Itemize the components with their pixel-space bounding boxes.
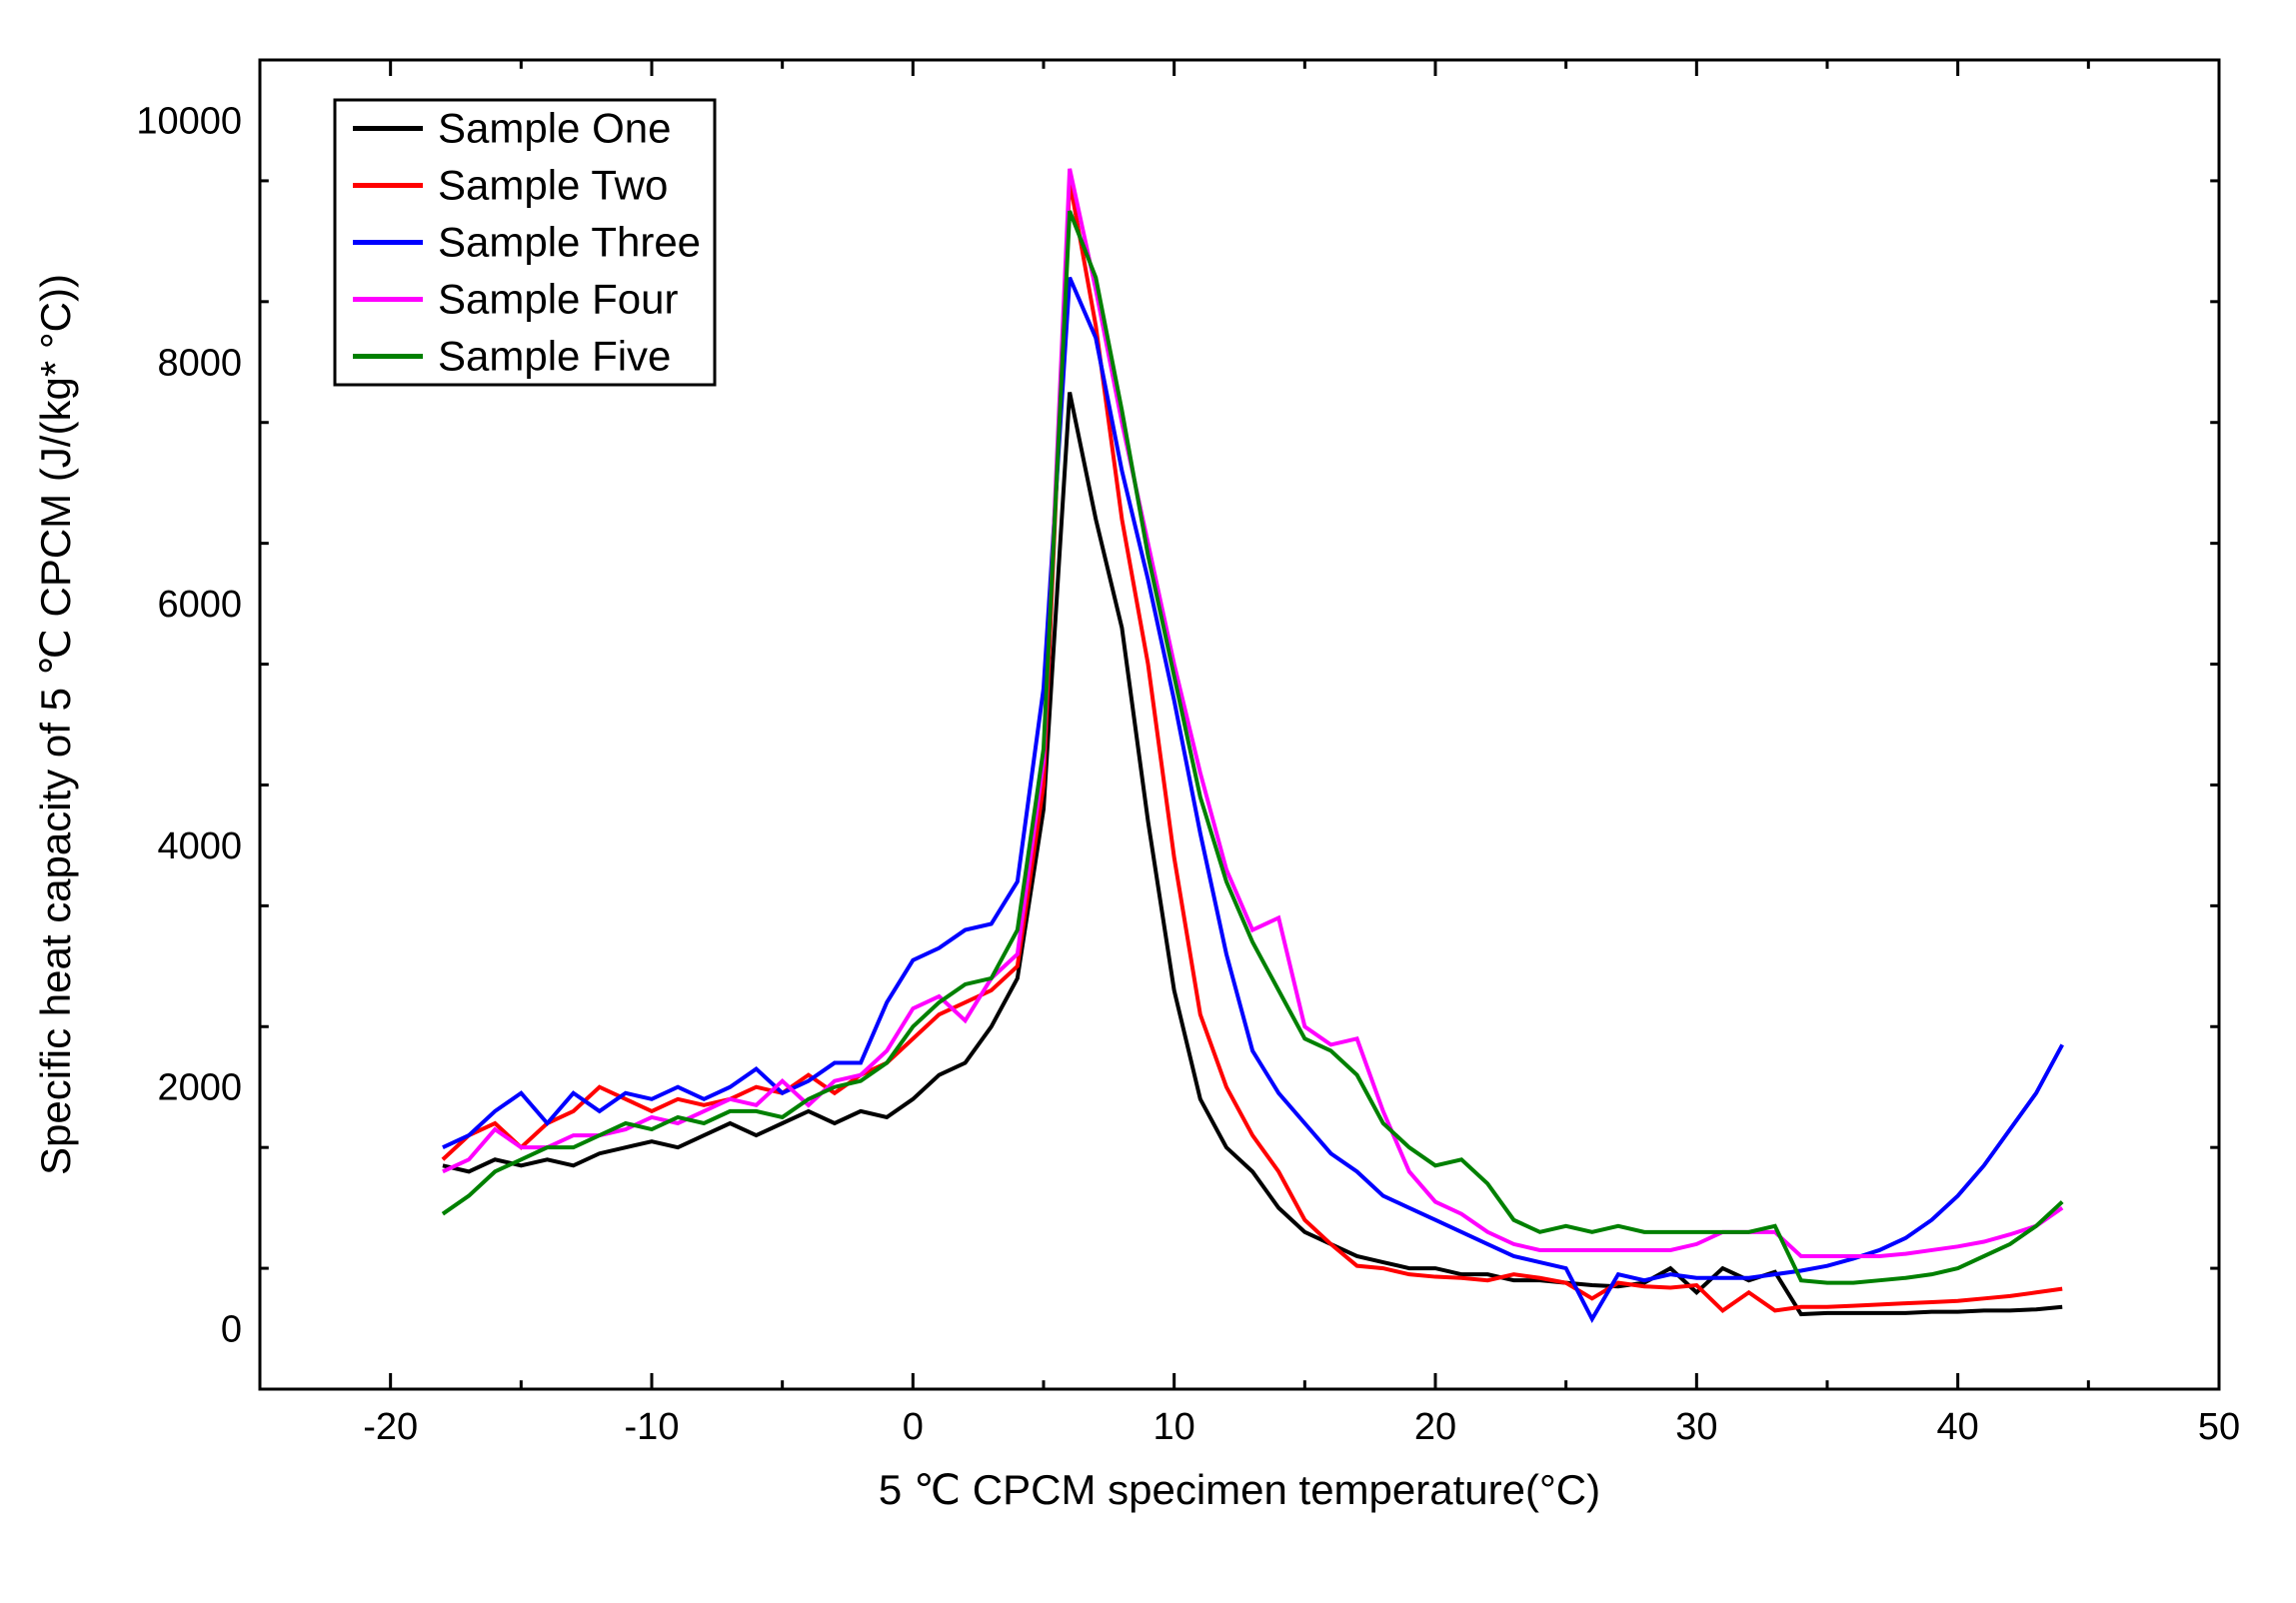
x-axis-label: 5 ℃ CPCM specimen temperature(°C) [879, 1466, 1600, 1513]
x-tick-label: -20 [363, 1406, 418, 1448]
x-tick-label: 30 [1675, 1406, 1717, 1448]
x-tick-label: 40 [1937, 1406, 1979, 1448]
chart-container: -20 -10 0 10 20 30 40 50 0 2000 4000 6000 8000 10000… [0, 0, 2296, 1603]
legend-label: Sample One [438, 105, 671, 152]
y-tick-label: 6000 [157, 584, 242, 626]
specific-heat-chart: -20 -10 0 10 20 30 40 50 0 2000 4000 6000 8000 10000… [0, 0, 2296, 1603]
y-tick-label: 0 [221, 1309, 242, 1351]
legend-label: Sample Five [438, 333, 671, 380]
legend: Sample One Sample Two Sample Three Sample F… [335, 100, 715, 385]
x-tick-label: 50 [2198, 1406, 2240, 1448]
x-tick-label: 20 [1414, 1406, 1456, 1448]
series-line [443, 278, 2062, 1319]
x-tick-label: 0 [903, 1406, 924, 1448]
y-tick-label: 2000 [157, 1067, 242, 1109]
y-tick-label: 8000 [157, 342, 242, 384]
y-tick-label: 4000 [157, 825, 242, 867]
legend-label: Sample Four [438, 276, 678, 323]
x-tick-label: 10 [1153, 1406, 1195, 1448]
y-axis-label: Specific heat capacity of 5 ℃ CPCM (J/(k… [32, 274, 79, 1175]
series-line [443, 393, 2062, 1315]
x-tick-label: -10 [625, 1406, 680, 1448]
y-tick-label: 10000 [136, 100, 242, 142]
legend-label: Sample Three [438, 219, 701, 266]
legend-label: Sample Two [438, 162, 668, 209]
